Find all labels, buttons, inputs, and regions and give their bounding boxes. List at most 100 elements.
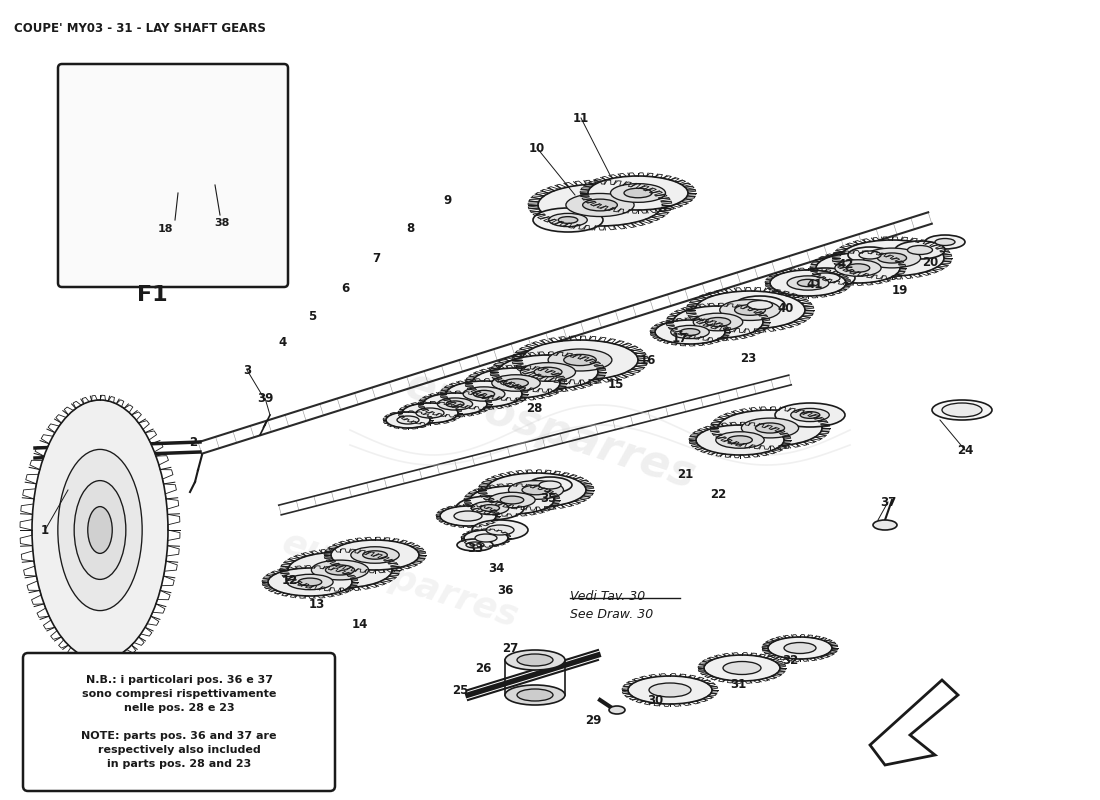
Text: 3: 3 — [243, 363, 251, 377]
Ellipse shape — [470, 486, 554, 514]
Ellipse shape — [609, 706, 625, 714]
Ellipse shape — [788, 276, 829, 290]
Text: 5: 5 — [308, 310, 316, 322]
Text: 20: 20 — [922, 255, 938, 269]
Ellipse shape — [741, 418, 799, 438]
Ellipse shape — [481, 505, 499, 511]
Text: 8: 8 — [406, 222, 414, 234]
Ellipse shape — [846, 264, 870, 272]
Ellipse shape — [90, 115, 150, 215]
Ellipse shape — [446, 381, 522, 407]
Ellipse shape — [705, 318, 730, 326]
Ellipse shape — [454, 511, 482, 521]
Ellipse shape — [696, 425, 784, 455]
Ellipse shape — [654, 320, 725, 344]
Ellipse shape — [735, 305, 766, 315]
Text: 2: 2 — [189, 437, 197, 450]
FancyBboxPatch shape — [58, 64, 288, 287]
Ellipse shape — [486, 525, 514, 535]
Text: Vedi Tav. 30: Vedi Tav. 30 — [570, 590, 646, 603]
Ellipse shape — [463, 387, 505, 401]
Ellipse shape — [104, 140, 135, 190]
Ellipse shape — [472, 520, 528, 540]
Ellipse shape — [848, 247, 892, 263]
Ellipse shape — [473, 390, 495, 398]
Ellipse shape — [873, 520, 896, 530]
Ellipse shape — [693, 313, 742, 331]
Ellipse shape — [416, 408, 444, 418]
Ellipse shape — [695, 291, 805, 329]
Text: 18: 18 — [157, 224, 173, 234]
Ellipse shape — [810, 273, 840, 283]
Text: See Draw. 30: See Draw. 30 — [570, 608, 653, 621]
Ellipse shape — [486, 473, 586, 507]
Text: 21: 21 — [676, 469, 693, 482]
Ellipse shape — [925, 235, 965, 249]
Ellipse shape — [402, 403, 458, 423]
Text: 34: 34 — [487, 562, 504, 574]
Text: 24: 24 — [957, 443, 974, 457]
Ellipse shape — [88, 506, 112, 554]
Text: 14: 14 — [352, 618, 368, 631]
Ellipse shape — [895, 241, 945, 259]
Ellipse shape — [472, 368, 560, 398]
Ellipse shape — [878, 253, 906, 263]
Ellipse shape — [298, 578, 322, 586]
Ellipse shape — [748, 301, 772, 310]
Ellipse shape — [840, 240, 944, 276]
Ellipse shape — [549, 214, 587, 226]
Text: 42: 42 — [838, 258, 855, 271]
Text: 39: 39 — [256, 391, 273, 405]
Text: 41: 41 — [806, 278, 823, 291]
Ellipse shape — [565, 194, 634, 217]
Ellipse shape — [791, 408, 829, 422]
Ellipse shape — [816, 253, 900, 283]
Text: 4: 4 — [279, 335, 287, 349]
Ellipse shape — [440, 506, 496, 526]
Ellipse shape — [538, 184, 662, 226]
Text: 26: 26 — [475, 662, 492, 674]
Text: 15: 15 — [608, 378, 624, 391]
Ellipse shape — [504, 379, 528, 387]
Ellipse shape — [528, 477, 572, 493]
Text: 23: 23 — [740, 351, 756, 365]
Text: 27: 27 — [502, 642, 518, 654]
Text: 25: 25 — [452, 683, 469, 697]
Text: 19: 19 — [892, 283, 909, 297]
Text: 22: 22 — [710, 489, 726, 502]
Ellipse shape — [446, 401, 464, 407]
Ellipse shape — [784, 642, 816, 654]
Text: 13: 13 — [309, 598, 326, 611]
Text: 10: 10 — [529, 142, 546, 154]
Ellipse shape — [32, 400, 168, 660]
Ellipse shape — [456, 539, 493, 551]
Ellipse shape — [534, 208, 603, 232]
Ellipse shape — [363, 550, 387, 559]
Text: 28: 28 — [526, 402, 542, 414]
FancyBboxPatch shape — [23, 653, 336, 791]
Text: 9: 9 — [444, 194, 452, 206]
Ellipse shape — [671, 326, 710, 338]
Text: 38: 38 — [214, 218, 230, 228]
Ellipse shape — [331, 540, 419, 570]
Text: 6: 6 — [341, 282, 349, 294]
Ellipse shape — [397, 416, 419, 424]
Text: 31: 31 — [730, 678, 746, 691]
Ellipse shape — [800, 412, 820, 418]
Text: 12: 12 — [282, 574, 298, 586]
Text: 29: 29 — [585, 714, 602, 726]
Ellipse shape — [74, 481, 125, 579]
Ellipse shape — [517, 654, 553, 666]
Ellipse shape — [187, 109, 243, 201]
Ellipse shape — [649, 683, 691, 697]
Text: 37: 37 — [880, 495, 896, 509]
Text: 11: 11 — [573, 111, 590, 125]
Polygon shape — [870, 680, 958, 765]
Ellipse shape — [716, 432, 764, 448]
Ellipse shape — [199, 129, 231, 181]
Text: eurosparres: eurosparres — [277, 526, 522, 634]
Text: 16: 16 — [640, 354, 657, 366]
Ellipse shape — [168, 143, 188, 177]
Ellipse shape — [326, 565, 354, 575]
Ellipse shape — [835, 260, 881, 276]
